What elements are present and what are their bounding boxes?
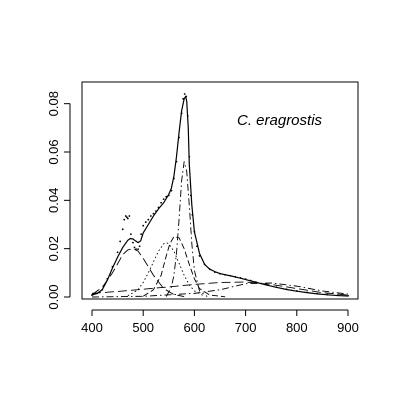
data-point xyxy=(184,93,186,95)
data-point xyxy=(168,195,170,197)
y-tick-label: 0.06 xyxy=(46,139,61,164)
data-point xyxy=(176,161,178,163)
data-point xyxy=(155,210,157,212)
data-point xyxy=(147,219,149,221)
data-point xyxy=(229,275,231,277)
data-point xyxy=(153,213,155,215)
data-point xyxy=(163,198,165,200)
data-point xyxy=(170,190,172,192)
data-point xyxy=(182,98,184,100)
data-point xyxy=(219,273,221,275)
data-point xyxy=(187,115,189,117)
data-point xyxy=(137,248,139,250)
data-point xyxy=(327,294,329,296)
data-point xyxy=(181,112,183,114)
data-point xyxy=(127,218,129,220)
data-point xyxy=(191,214,193,216)
data-point xyxy=(173,178,175,180)
data-point xyxy=(96,292,98,294)
data-point xyxy=(196,245,198,247)
data-point xyxy=(199,255,201,257)
data-point xyxy=(160,202,162,204)
data-point xyxy=(209,268,211,270)
x-tick-label: 600 xyxy=(184,320,206,335)
data-point xyxy=(306,292,308,294)
data-point xyxy=(123,219,125,221)
data-point xyxy=(296,290,298,292)
data-point xyxy=(286,288,288,290)
data-point xyxy=(347,295,349,297)
y-axis: 0.00 0.02 0.04 0.06 0.08 xyxy=(46,91,70,310)
data-point xyxy=(275,286,277,288)
data-point xyxy=(130,233,132,235)
data-point xyxy=(128,215,130,217)
data-point xyxy=(165,196,167,198)
x-tick-label: 500 xyxy=(132,320,154,335)
data-point xyxy=(119,241,121,243)
data-point xyxy=(265,284,267,286)
data-point xyxy=(214,271,216,273)
data-point xyxy=(250,280,252,282)
data-point xyxy=(132,242,134,244)
x-tick-label: 900 xyxy=(337,320,359,335)
data-point xyxy=(255,281,257,283)
x-tick-label: 700 xyxy=(235,320,257,335)
species-annotation: C. eragrostis xyxy=(237,112,323,129)
data-point xyxy=(224,274,226,276)
data-point xyxy=(135,248,137,250)
y-tick-label: 0.08 xyxy=(46,91,61,116)
data-point xyxy=(188,156,190,158)
data-point xyxy=(140,233,142,235)
data-point xyxy=(112,266,114,268)
data-point xyxy=(204,263,206,265)
data-point xyxy=(240,277,242,279)
y-tick-label: 0.04 xyxy=(46,188,61,213)
data-point xyxy=(150,215,152,217)
data-point xyxy=(101,289,103,291)
data-point xyxy=(106,278,108,280)
data-point xyxy=(190,195,192,197)
y-tick-label: 0.02 xyxy=(46,236,61,261)
data-point xyxy=(139,245,141,247)
data-point xyxy=(185,96,187,98)
data-point xyxy=(122,228,124,230)
y-tick-label: 0.00 xyxy=(46,284,61,309)
data-point xyxy=(134,247,136,249)
x-tick-label: 800 xyxy=(286,320,308,335)
series-line-3 xyxy=(128,243,205,297)
data-point xyxy=(145,221,147,223)
data-point xyxy=(194,231,196,233)
series-line-4 xyxy=(143,237,225,297)
data-point xyxy=(316,293,318,295)
data-point xyxy=(91,294,93,296)
data-point xyxy=(245,278,247,280)
series-line-7 xyxy=(92,283,348,297)
x-axis: 400 500 600 700 800 900 xyxy=(81,310,359,335)
data-point xyxy=(158,207,160,209)
data-point xyxy=(178,137,180,139)
data-point xyxy=(117,251,119,253)
data-point xyxy=(142,225,144,227)
data-point xyxy=(337,294,339,296)
data-point xyxy=(234,276,236,278)
x-tick-label: 400 xyxy=(81,320,103,335)
